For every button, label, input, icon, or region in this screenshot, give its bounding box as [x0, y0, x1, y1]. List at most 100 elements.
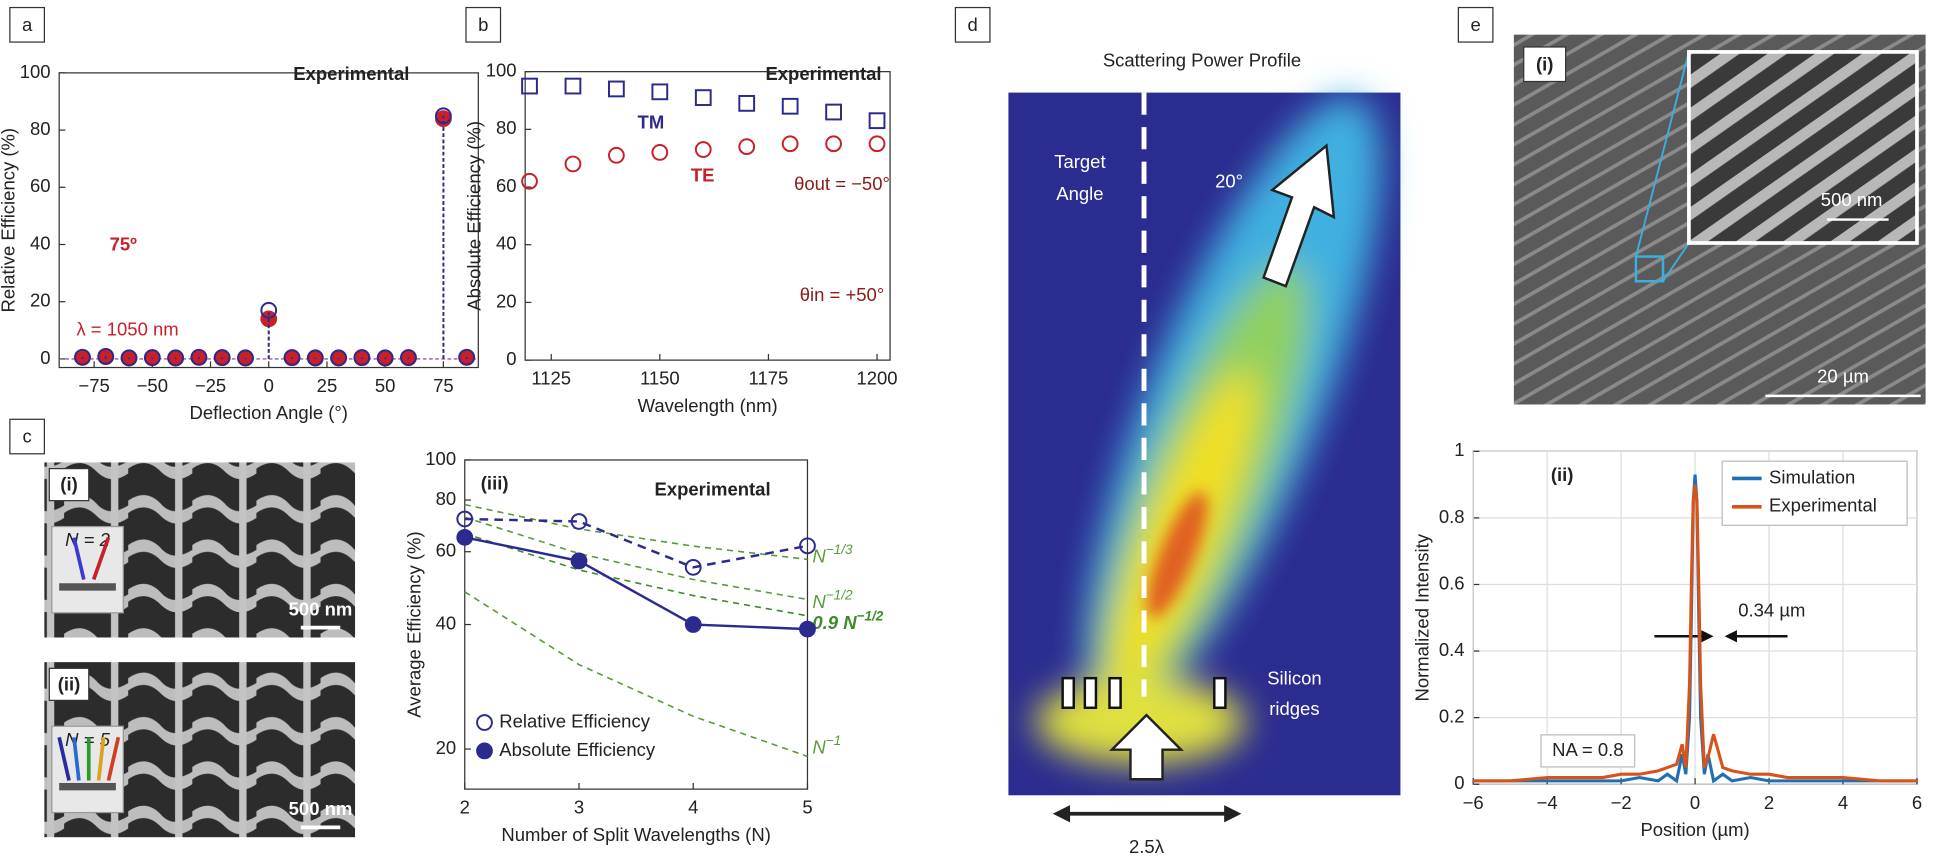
marker: [608, 146, 625, 164]
scale-label: 500 nm: [289, 598, 353, 619]
marker: [738, 94, 756, 112]
y-tick-label: 100: [486, 60, 517, 81]
marker: [435, 107, 452, 125]
panel-label-box: [9, 6, 45, 43]
marker: [684, 616, 702, 633]
legend-label: Relative Efficiency: [499, 710, 650, 731]
arrow: [72, 537, 86, 580]
reference-label-base: N: [812, 591, 826, 612]
x-axis-label: Deflection Angle (°): [190, 402, 348, 423]
x-tick-label: −4: [1537, 792, 1558, 813]
annotation: θin = +50°: [800, 284, 884, 305]
width-label: 2.5λ: [1129, 836, 1165, 857]
marker: [213, 349, 231, 366]
label-box: [48, 667, 90, 701]
y-axis-label: Absolute Efficiency (%): [464, 121, 485, 311]
target-label: Angle: [1056, 183, 1103, 204]
label-box: [1523, 46, 1567, 83]
y-tick-label: 80: [30, 118, 51, 139]
beam-core: [1147, 491, 1208, 619]
y-tick-label: 100: [20, 61, 51, 82]
y-axis-label: Average Efficiency (%): [403, 531, 424, 717]
panel-label-box: [9, 418, 45, 455]
image-label: (i): [1536, 53, 1553, 74]
marker: [283, 349, 301, 366]
x-tick-label: −2: [1611, 792, 1632, 813]
panel-label-box: [1457, 6, 1494, 43]
zoom-line: [1635, 51, 1690, 257]
scale-label: 20 µm: [1817, 365, 1869, 386]
ridge: [1213, 676, 1227, 709]
y-tick-label: 60: [496, 175, 517, 196]
marker: [143, 349, 161, 366]
y-tick-label: 40: [496, 233, 517, 254]
marker: [738, 138, 756, 156]
marker: [564, 155, 582, 173]
marker: [260, 301, 278, 319]
marker: [694, 89, 712, 106]
marker: [694, 141, 712, 158]
y-tick-label: 60: [436, 540, 457, 561]
x-tick-label: 1175: [749, 368, 789, 389]
legend-box: [1721, 460, 1908, 526]
image-label: (ii): [58, 673, 81, 694]
reference-label-exp: −1: [826, 733, 841, 748]
image-label: (i): [60, 474, 77, 495]
marker: [608, 80, 625, 98]
x-tick-label: 1200: [856, 368, 897, 389]
y-tick-label: 0: [40, 347, 50, 368]
in-arrow: [1108, 713, 1184, 781]
panel-label: e: [1470, 14, 1480, 35]
arrow: [57, 736, 71, 781]
marker: [97, 347, 115, 365]
legend-marker: [476, 714, 493, 731]
reference-line: [464, 591, 808, 758]
plot-title: (ii): [1551, 464, 1574, 485]
arrow: [72, 737, 81, 781]
x-tick-label: 1150: [640, 368, 680, 389]
ridge: [1083, 676, 1098, 709]
ridge-label: ridges: [1269, 698, 1319, 719]
arrowhead: [1701, 630, 1737, 643]
y-tick-label: 0.4: [1439, 639, 1465, 660]
y-axis-label: Relative Efficiency (%): [0, 128, 19, 313]
panel-label: a: [22, 14, 33, 35]
annotation: 75º: [110, 233, 138, 254]
panel-label: b: [478, 14, 488, 35]
series-line: [1473, 484, 1917, 783]
panel-label-box: [465, 6, 502, 43]
angle-label: 20°: [1215, 170, 1243, 191]
arrow: [96, 737, 106, 781]
x-tick-label: 75: [433, 375, 454, 396]
marker: [400, 349, 417, 366]
y-tick-label: 0.8: [1439, 506, 1465, 527]
label-box: [48, 467, 90, 502]
marker: [570, 552, 588, 570]
reference-label: N−1: [812, 733, 841, 758]
y-tick-label: 20: [496, 290, 517, 311]
legend-label: Experimental: [1769, 495, 1877, 516]
legend-marker: [476, 742, 493, 760]
reference-line: [464, 532, 808, 617]
reference-label: 0.9 N−1/2: [812, 608, 883, 633]
x-axis-label: Position (µm): [1640, 819, 1749, 840]
reference-label-exp: −1/2: [826, 587, 853, 602]
annotation-box: [1540, 734, 1636, 768]
annotation: 0.34 µm: [1738, 599, 1805, 620]
y-tick-label: 1: [1454, 439, 1464, 460]
reference-label: N−1/3: [812, 542, 853, 567]
reference-line: [464, 516, 808, 601]
annotation: Experimental: [655, 479, 771, 500]
marker: [781, 97, 799, 115]
marker: [564, 77, 582, 95]
zoom-line: [1662, 242, 1690, 282]
marker: [684, 558, 702, 576]
inset-scale: 500 nm: [1821, 189, 1883, 210]
beam-orange: [1147, 491, 1208, 619]
x-axis-label: Number of Split Wavelengths (N): [501, 824, 771, 845]
ridges: [59, 782, 116, 791]
marker: [456, 528, 474, 546]
out-arrow: [1262, 143, 1336, 288]
marker: [868, 112, 886, 130]
marker: [458, 348, 476, 366]
